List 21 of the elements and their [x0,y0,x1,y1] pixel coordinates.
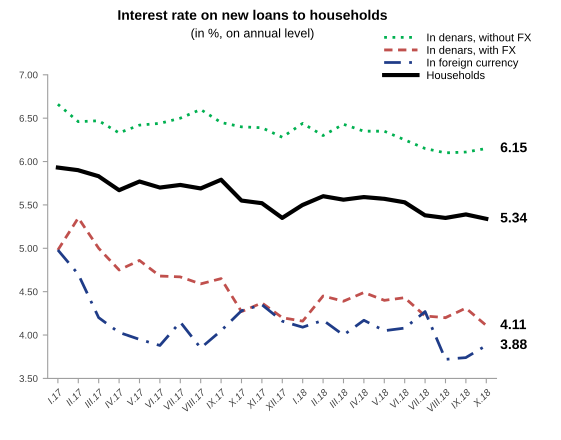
legend-label: Households [427,70,485,80]
data-label: 6.15 [500,142,527,152]
legend-label: In denars, without FX [427,33,532,43]
legend-label: In denars, with FX [427,46,516,56]
text: 7.00 [20,72,38,78]
text: 6.00 [20,158,38,166]
chart-title: Interest rate on new loans to households [118,10,387,20]
text: 5.50 [19,202,38,209]
text: 5.00 [19,245,38,252]
legend-label: In foreign currency [427,58,518,69]
x-tick-label: V.18 [371,388,390,406]
data-label: 5.34 [500,212,528,223]
chart-subtitle: (in %, on annual level) [191,28,314,40]
data-label: 3.88 [500,339,527,350]
x-tick-label: I.18 [292,388,308,404]
data-label: 4.11 [500,320,526,330]
text: 4.00 [19,332,38,339]
text: 6.50 [20,114,38,122]
x-tick-label: I.17 [46,388,64,404]
text: 3.50 [19,375,38,382]
text: 4.50 [19,288,38,296]
